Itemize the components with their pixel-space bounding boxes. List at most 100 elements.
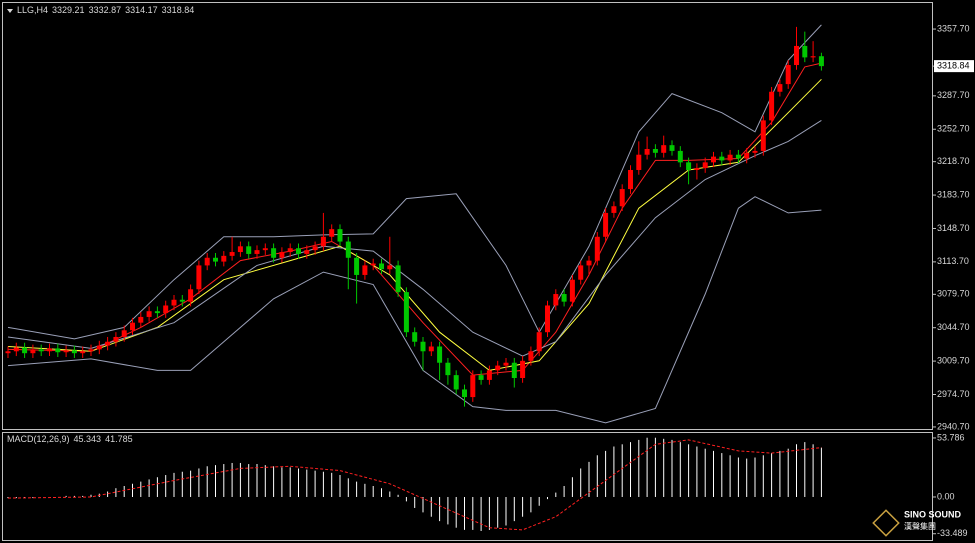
candle-body <box>47 348 52 352</box>
y-tick-label: 3113.70 <box>937 256 969 266</box>
logo: SINO SOUND 漢聲集團 <box>872 509 962 537</box>
candle-body <box>702 162 708 169</box>
y-tick-label: 3148.70 <box>937 223 970 233</box>
candle-body <box>769 91 775 121</box>
candle-body <box>628 169 633 190</box>
candle-body <box>578 265 584 280</box>
candle-body <box>362 265 368 275</box>
candle-body <box>802 45 808 58</box>
candle-body <box>213 257 218 262</box>
y-tick-label: 3009.70 <box>937 355 970 365</box>
candle-body <box>594 236 600 261</box>
candle-body <box>5 351 11 354</box>
candle-body <box>536 332 542 352</box>
y-tick-label: 3252.70 <box>937 124 970 134</box>
macd-value: 45.343 <box>74 434 102 444</box>
candle-body <box>188 289 194 302</box>
candle-body <box>453 375 459 390</box>
candle-body <box>337 229 343 242</box>
candle-body <box>320 236 326 247</box>
candle-body <box>520 360 526 378</box>
candle-body <box>403 292 409 333</box>
candle-body <box>387 265 393 270</box>
candle-body <box>644 148 650 155</box>
candle-body <box>171 299 177 306</box>
candle-body <box>246 246 252 254</box>
header-high: 3332.87 <box>89 5 122 15</box>
candle-body <box>146 311 152 317</box>
candle-body <box>553 294 559 306</box>
candle-body <box>138 316 144 323</box>
candle-body <box>370 263 376 266</box>
candle-body <box>121 330 127 337</box>
candle-body <box>63 350 69 353</box>
candle-body <box>88 349 94 352</box>
candle-body <box>636 154 642 170</box>
candle-body <box>744 152 750 159</box>
candle-body <box>412 332 418 342</box>
y-tick-label: 3287.70 <box>937 90 970 100</box>
candle-body <box>794 45 799 66</box>
candle-body <box>38 349 44 352</box>
candle-body <box>279 252 285 258</box>
signal-line <box>7 439 822 531</box>
candle-body <box>661 145 667 153</box>
price-tag <box>934 60 974 73</box>
candle-body <box>179 299 185 302</box>
candle-body <box>96 345 102 350</box>
candle-body <box>545 305 550 333</box>
candle-body <box>130 322 135 331</box>
candle-body <box>345 241 351 258</box>
y-tick-label: -33.489 <box>937 528 968 538</box>
y-tick-label: 2940.70 <box>937 421 970 431</box>
candle-body <box>719 156 725 161</box>
logo-mark <box>872 509 900 537</box>
candle-body <box>312 246 318 251</box>
candle-body <box>611 206 617 213</box>
candle-body <box>379 263 384 270</box>
candle-body <box>619 189 625 207</box>
y-tick-label: 3357.70 <box>937 23 970 33</box>
candle-body <box>71 350 77 354</box>
candle-body <box>354 257 360 275</box>
candle-body <box>470 375 476 398</box>
candle-body <box>105 341 111 346</box>
y-tick-label: 3183.70 <box>937 189 970 199</box>
y-tick-label: 53.786 <box>937 432 965 442</box>
header-close: 3318.84 <box>162 5 195 15</box>
candle-body <box>428 346 434 352</box>
candle-body <box>462 389 467 398</box>
candle-body <box>30 349 36 354</box>
candle-body <box>229 252 235 256</box>
candle-body <box>445 362 451 376</box>
candle-body <box>204 257 210 266</box>
candle-body <box>603 212 609 237</box>
candle-body <box>221 255 227 262</box>
candle-body <box>13 347 19 352</box>
candle-body <box>677 150 683 163</box>
candle-body <box>735 154 741 159</box>
price-tag-label: 3318.84 <box>937 61 970 71</box>
candle-body <box>237 246 243 253</box>
candle-body <box>561 294 567 302</box>
logo-brand: SINO SOUND <box>904 509 962 519</box>
y-tick-label: 3044.70 <box>937 322 970 332</box>
header-symbol: LLG,H4 <box>17 5 48 15</box>
candle-body <box>760 120 766 151</box>
candle-body <box>711 156 716 163</box>
candle-body <box>486 370 492 380</box>
candle-body <box>55 348 61 353</box>
candle-body <box>511 362 517 378</box>
candle-body <box>437 346 443 363</box>
header: LLG,H4 3329.21 3332.87 3314.17 3318.84 <box>17 5 194 15</box>
menu-arrow[interactable] <box>7 9 13 13</box>
candle-body <box>113 336 119 342</box>
macd-label: MACD(12,26,9) <box>7 434 70 444</box>
candle-body <box>810 56 816 58</box>
candle-body <box>22 347 28 354</box>
candle-body <box>818 56 824 67</box>
price-panel-frame <box>2 2 933 430</box>
candle-body <box>329 229 335 237</box>
